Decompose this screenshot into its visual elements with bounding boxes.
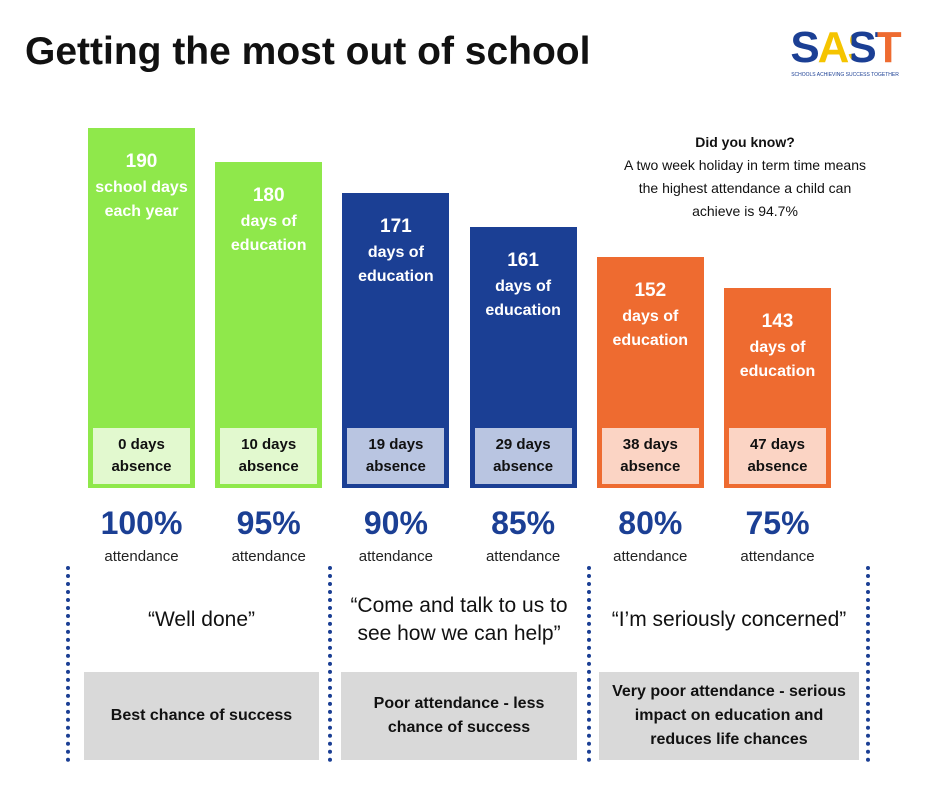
absence-box: 29 days absence: [474, 427, 572, 484]
bar-text: 152 days of education: [603, 279, 698, 353]
bar-caption: days of education: [612, 308, 689, 350]
note: Did you know? A two week holiday in term…: [615, 131, 875, 223]
divider: [328, 566, 332, 762]
absence-box: 38 days absence: [601, 427, 699, 484]
bar: 180 days of education 10 days absence: [215, 162, 323, 488]
bar: 190 school days each year 0 days absence: [88, 128, 195, 488]
bar-caption: days of education: [485, 277, 561, 319]
logo-text: SAST: [780, 26, 910, 70]
absence-box: 10 days absence: [220, 427, 318, 484]
divider: [587, 566, 591, 762]
attendance-value: 75%: [745, 505, 810, 541]
quote: “I’m seriously concerned”: [611, 608, 847, 631]
absence-box: 47 days absence: [729, 428, 826, 484]
bar-text: 190 school days each year: [94, 150, 189, 224]
absence-box: 19 days absence: [347, 427, 445, 484]
bar-text: 161 days of education: [476, 249, 571, 323]
bar-caption: days of education: [358, 243, 434, 285]
attendance-caption: attendance: [613, 548, 688, 565]
bar-value: 180: [252, 185, 285, 207]
outcome-box: Poor attendance - less chance of success: [341, 672, 577, 760]
divider: [866, 566, 870, 762]
bar: 143 days of education 47 days absence: [724, 288, 831, 488]
bar-caption: days of education: [230, 213, 307, 255]
logo-tagline: SCHOOLS ACHIEVING SUCCESS TOGETHER: [791, 72, 899, 78]
bar-value: 171: [380, 215, 412, 237]
outcome-box: Very poor attendance - serious impact on…: [599, 672, 859, 760]
logo: SAST SCHOOLS ACHIEVING SUCCESS TOGETHER: [780, 26, 910, 79]
bar: 171 days of education 19 days absence: [342, 192, 450, 488]
chart-title: Getting the most out of school: [25, 30, 591, 73]
quote: “Well done”: [148, 608, 255, 631]
bar: 152 days of education 38 days absence: [596, 257, 704, 488]
attendance-caption: attendance: [104, 548, 179, 565]
attendance-caption: attendance: [231, 548, 306, 565]
note-text: A two week holiday in term time means th…: [624, 157, 866, 219]
bar-caption: school days each year: [95, 179, 188, 220]
attendance-value: 80%: [618, 505, 683, 541]
attendance-caption: attendance: [740, 548, 815, 565]
attendance-value: 100%: [100, 505, 183, 541]
attendance-caption: attendance: [358, 548, 433, 565]
bar-text: 171 days of education: [348, 215, 443, 289]
attendance-value: 90%: [363, 505, 428, 541]
quote: “Come and talk to us to see how we can h…: [350, 594, 568, 645]
bar: 161 days of education 29 days absence: [469, 226, 577, 488]
attendance-value: 85%: [491, 505, 556, 541]
outcome-box: Best chance of success: [84, 672, 319, 760]
attendance-value: 95%: [236, 505, 301, 541]
bar-text: 180 days of education: [221, 184, 316, 258]
bar-value: 152: [634, 280, 667, 302]
bar-value: 190: [125, 151, 158, 172]
divider: [66, 566, 70, 762]
bar-caption: days of education: [739, 339, 816, 380]
bar-text: 143 days of education: [730, 310, 825, 384]
bar-value: 161: [507, 249, 539, 271]
bar-value: 143: [761, 311, 794, 332]
attendance-caption: attendance: [485, 548, 561, 565]
absence-box: 0 days absence: [93, 428, 190, 484]
note-heading: Did you know?: [695, 134, 795, 150]
